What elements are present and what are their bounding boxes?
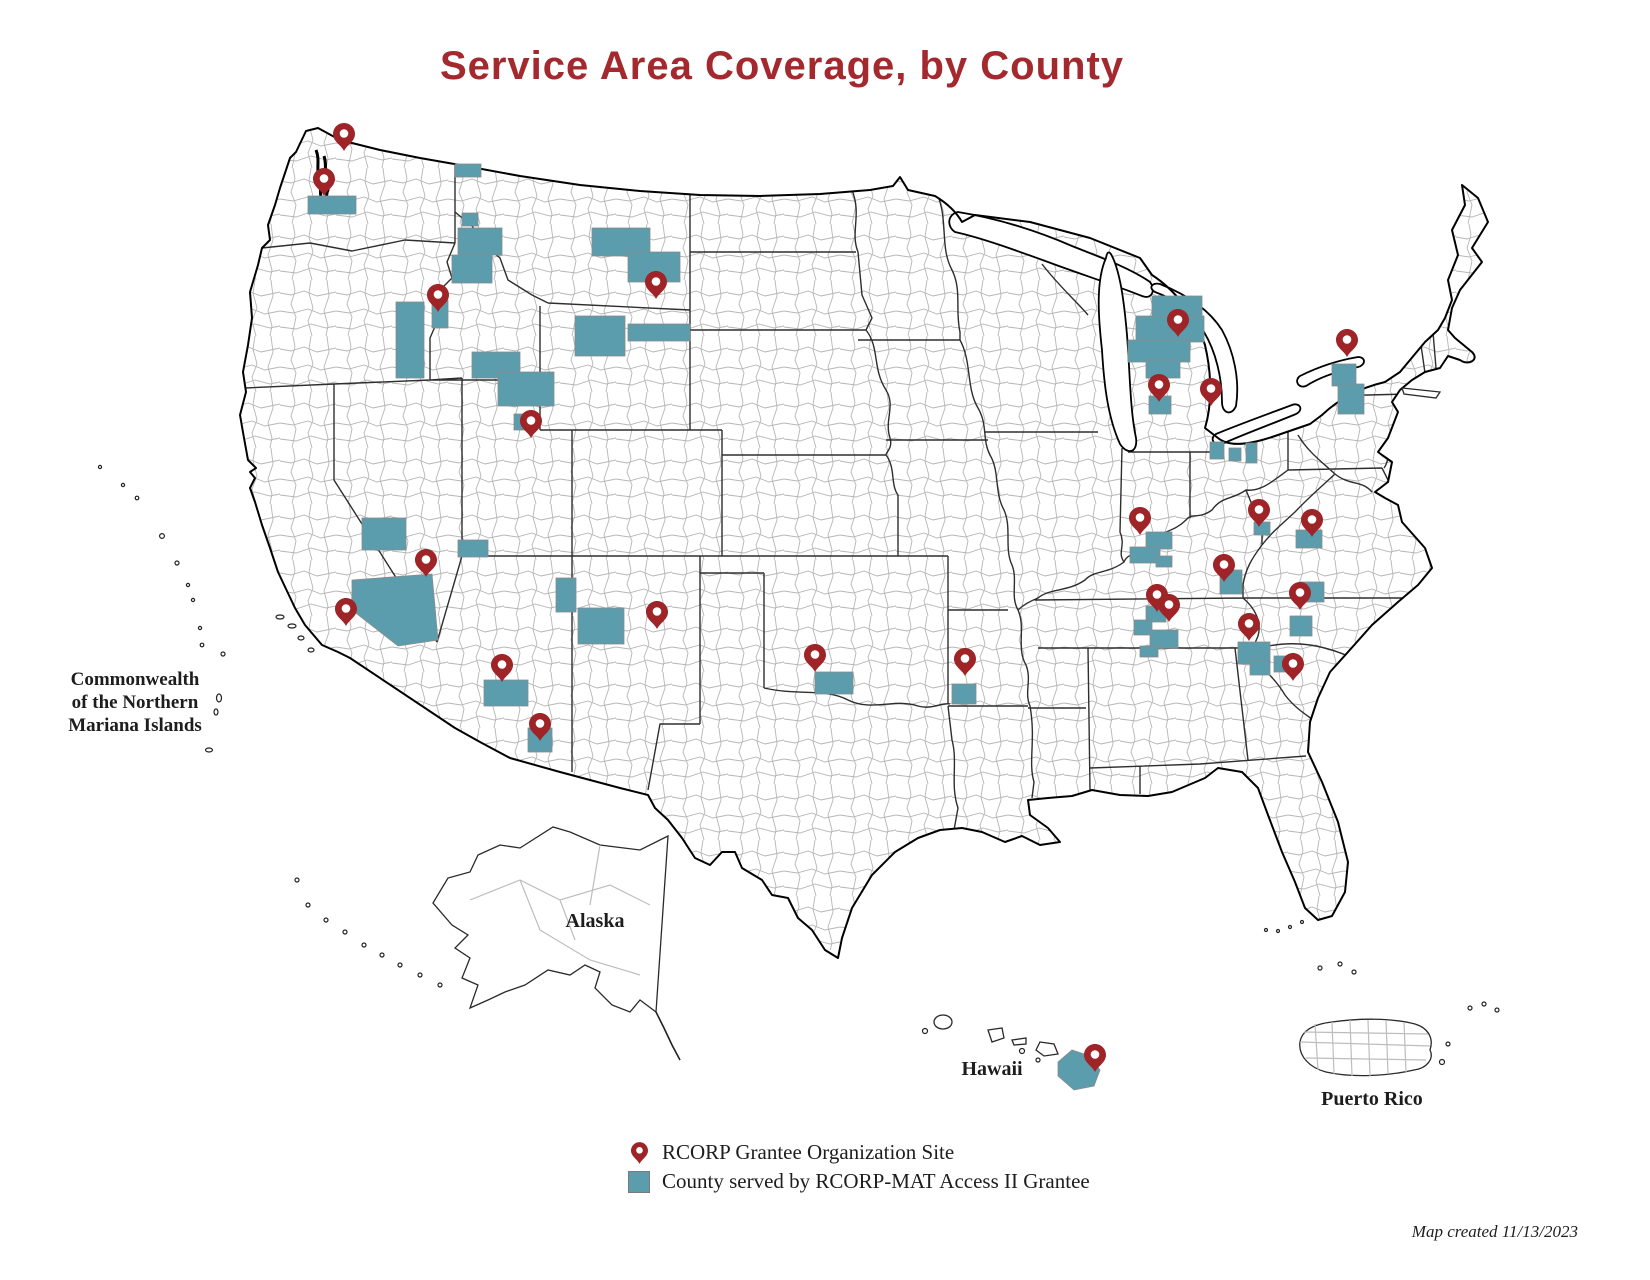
served-county <box>1245 442 1258 464</box>
served-county <box>1129 546 1161 564</box>
legend-label-grantee-site: RCORP Grantee Organization Site <box>662 1140 955 1164</box>
label-alaska: Alaska <box>565 910 625 932</box>
label-hawaii: Hawaii <box>961 1058 1023 1080</box>
served-county <box>577 607 625 645</box>
served-county <box>1133 619 1153 636</box>
served-county <box>395 301 425 379</box>
channel-islands <box>275 614 315 653</box>
long-island <box>1401 387 1442 399</box>
alaska-se-panhandle <box>655 1011 681 1061</box>
label-cnmi: Commonwealth of the Northern Mariana Isl… <box>40 668 230 737</box>
served-county <box>483 679 529 707</box>
florida-keys <box>1263 919 1305 934</box>
served-county <box>307 195 357 215</box>
cnmi-islands <box>97 464 226 753</box>
served-county <box>451 254 493 284</box>
served-county <box>1337 383 1365 415</box>
puerto-rico-municipio-lines <box>1299 1019 1431 1077</box>
served-county <box>951 683 977 705</box>
served-county <box>1209 441 1225 460</box>
lake-michigan <box>1097 251 1138 452</box>
served-county <box>591 227 651 257</box>
served-county <box>1249 659 1271 676</box>
served-county <box>1331 363 1357 387</box>
grantee-site-pin[interactable] <box>1336 329 1358 357</box>
served-county <box>1139 645 1159 658</box>
pin-icon <box>628 1141 650 1164</box>
label-cnmi-line2: of the Northern <box>71 692 199 713</box>
label-cnmi-line3: Mariana Islands <box>68 715 202 736</box>
served-county <box>1289 615 1313 637</box>
map-legend: RCORP Grantee Organization Site County s… <box>628 1140 1090 1194</box>
served-county <box>361 517 407 551</box>
served-county <box>814 671 854 695</box>
alaska-borough-lines <box>469 844 651 976</box>
served-county <box>1135 315 1205 343</box>
aleutian-islands <box>294 877 443 988</box>
teal-square-icon <box>628 1170 650 1193</box>
legend-item-served-county: County served by RCORP-MAT Access II Gra… <box>628 1169 1090 1194</box>
puerto-rico <box>1299 961 1500 1077</box>
served-county <box>1253 521 1271 536</box>
label-cnmi-line1: Commonwealth <box>70 669 200 690</box>
served-county <box>1228 447 1242 462</box>
legend-item-grantee-site: RCORP Grantee Organization Site <box>628 1140 1090 1165</box>
legend-label-served-county: County served by RCORP-MAT Access II Gra… <box>662 1169 1090 1193</box>
state-boundaries <box>244 150 1471 831</box>
served-county <box>1127 339 1191 363</box>
served-county <box>555 577 577 613</box>
served-county <box>457 227 503 256</box>
served-county <box>1149 629 1179 649</box>
served-county <box>497 371 555 407</box>
served-county <box>457 539 489 558</box>
served-county <box>1145 531 1173 550</box>
served-county <box>574 315 626 357</box>
served-county <box>627 323 691 342</box>
map-created-note: Map created 11/13/2023 <box>1411 1222 1578 1241</box>
page-title: Service Area Coverage, by County <box>439 44 1125 88</box>
served-county <box>1155 555 1173 568</box>
label-puerto-rico: Puerto Rico <box>1321 1088 1423 1110</box>
puerto-rico-outline <box>1299 1018 1432 1077</box>
served-county <box>471 351 521 379</box>
hawaii-islands <box>921 1014 1059 1063</box>
served-county <box>461 212 479 227</box>
served-county <box>454 163 482 178</box>
alaska <box>294 826 681 1061</box>
